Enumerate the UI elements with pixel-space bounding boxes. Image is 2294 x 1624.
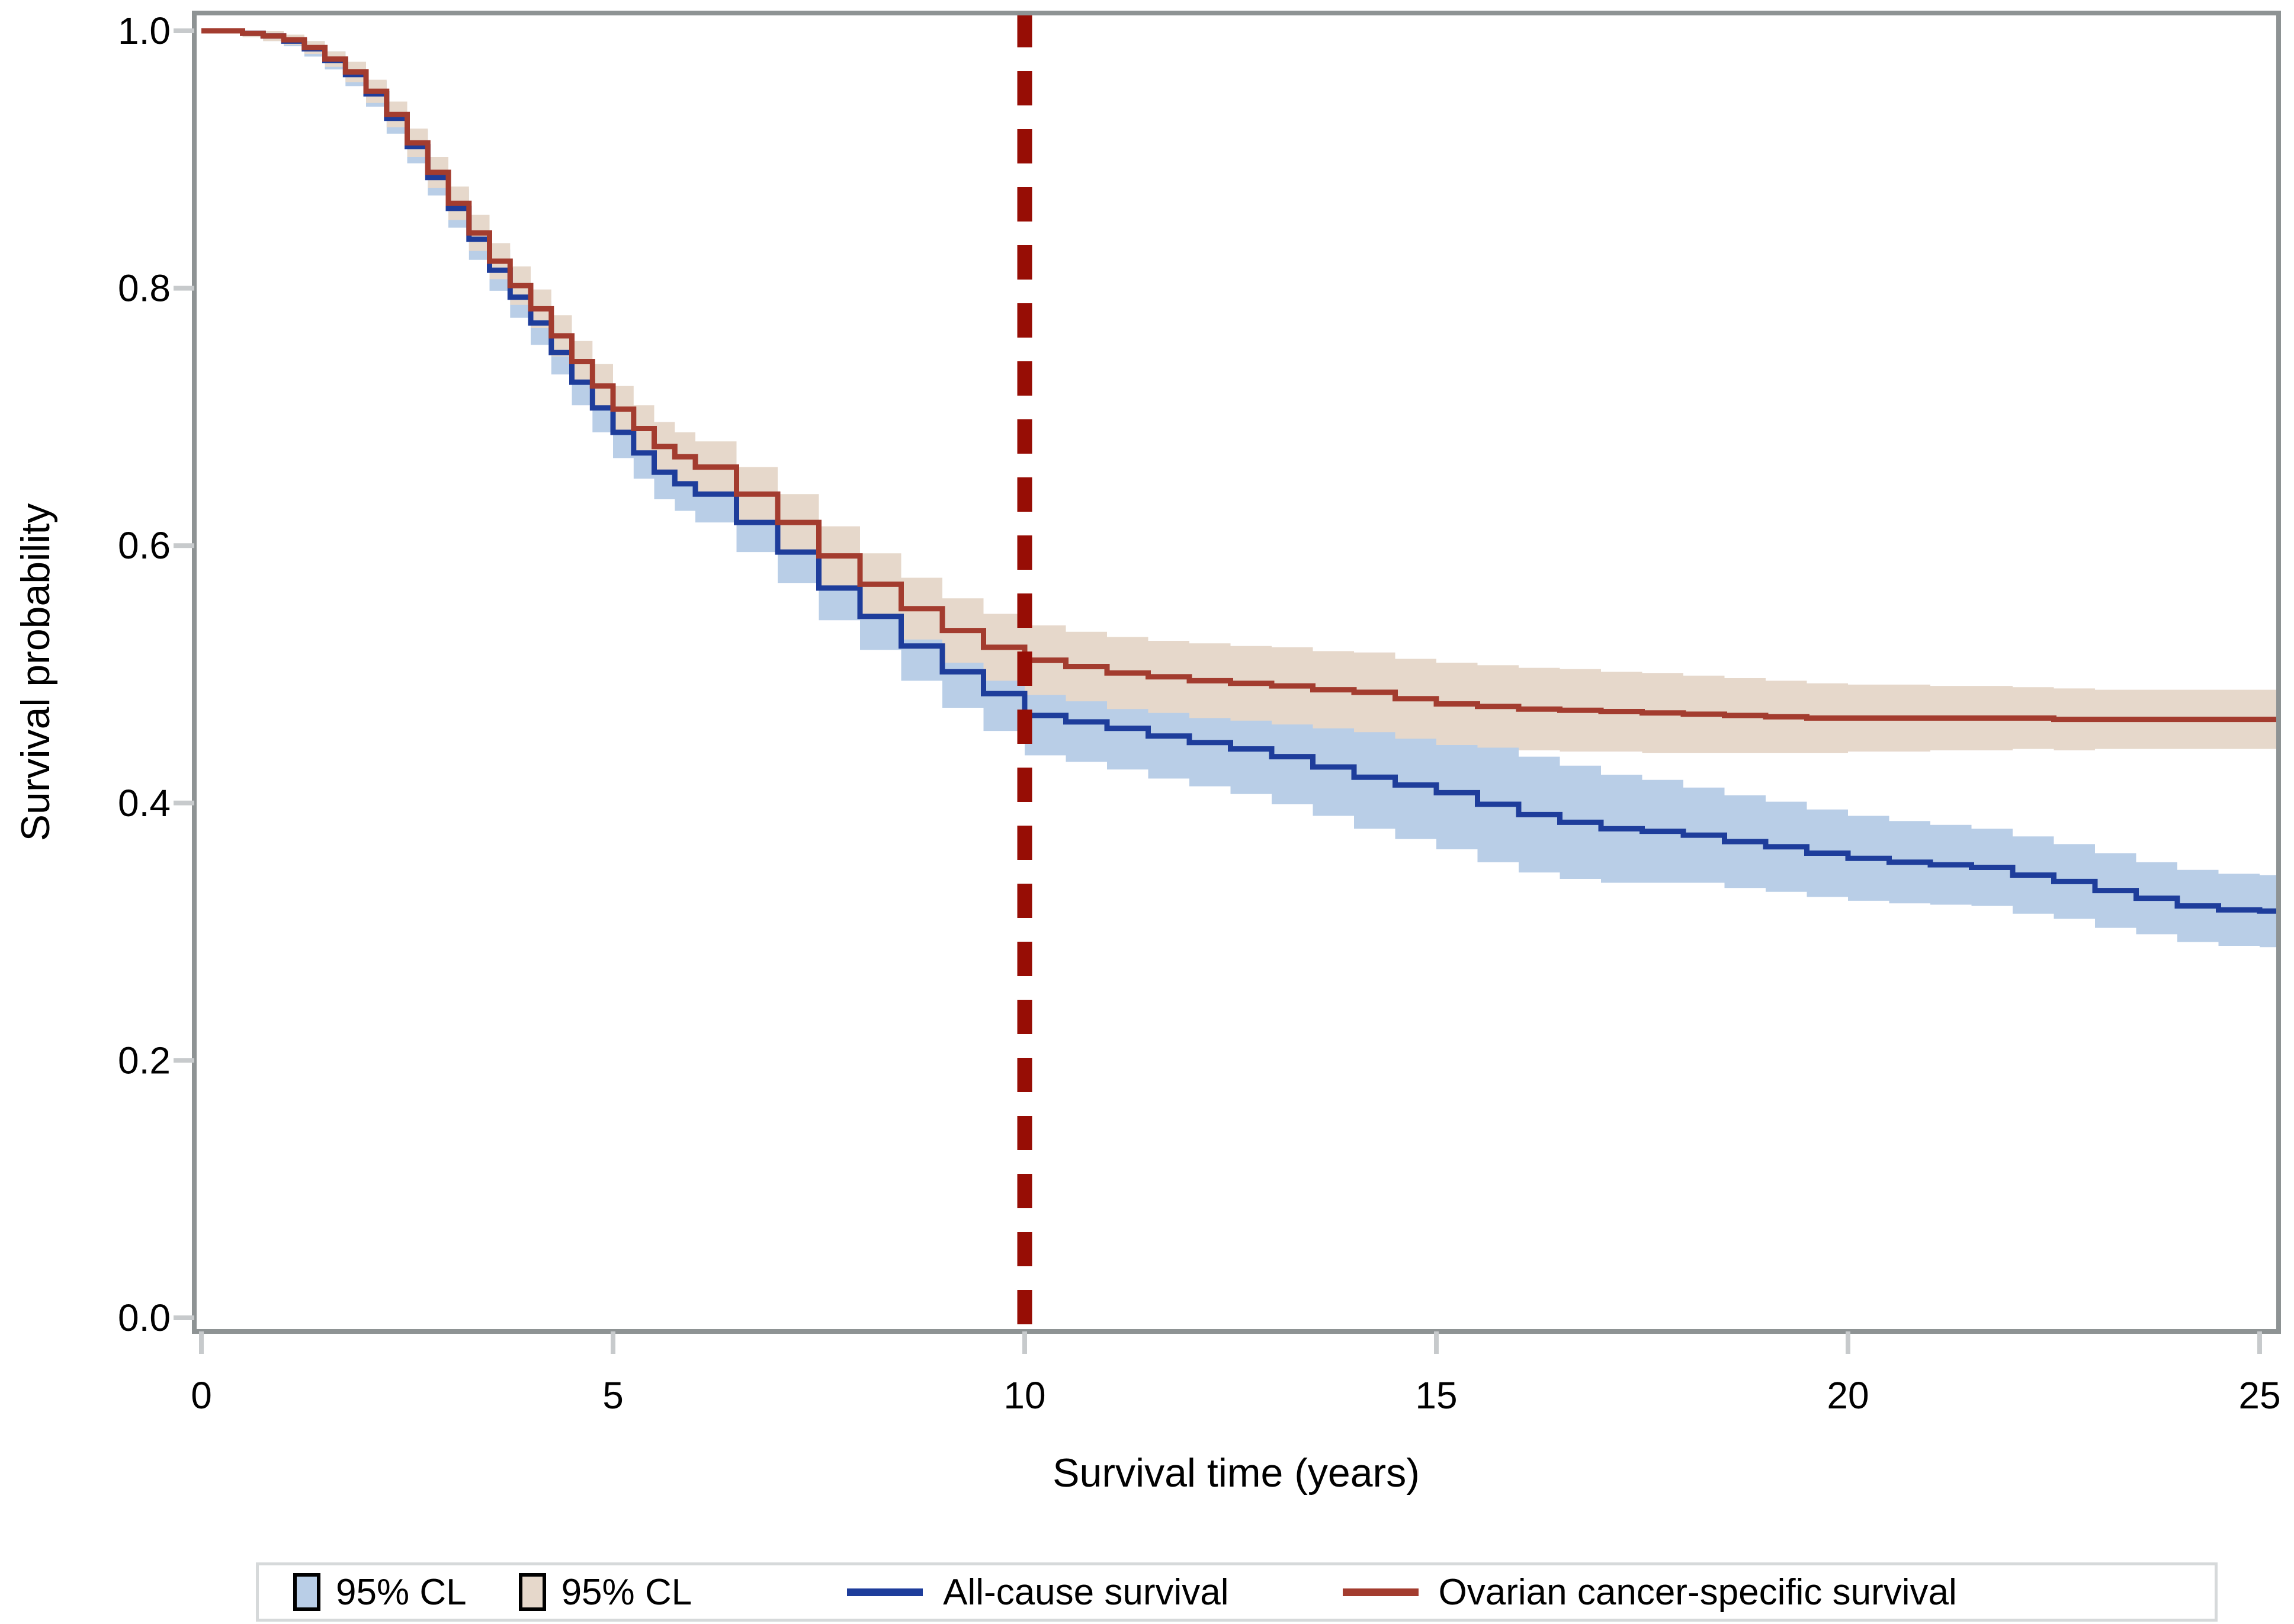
y-tick-label: 1.0 — [118, 9, 171, 52]
y-tick-label: 0.0 — [118, 1296, 171, 1339]
legend-label: Ovarian cancer-specific survival — [1438, 1571, 1957, 1613]
legend-item-cancer-specific: Ovarian cancer-specific survival — [1342, 1571, 1957, 1613]
x-tick-label: 25 — [2238, 1374, 2280, 1417]
legend: 95% CL 95% CL All-cause survival Ovarian… — [256, 1562, 2218, 1622]
x-tick-label: 10 — [1003, 1374, 1045, 1417]
legend-label: 95% CL — [336, 1571, 467, 1613]
legend-label: All-cause survival — [943, 1571, 1229, 1613]
line-sample-allcause-icon — [847, 1588, 923, 1596]
y-tick-label: 0.2 — [118, 1039, 171, 1081]
x-axis-title: Survival time (years) — [1053, 1450, 1420, 1495]
legend-item-ci-allcause: 95% CL — [293, 1571, 467, 1613]
legend-item-allcause: All-cause survival — [847, 1571, 1229, 1613]
ci-band-ovarian-cancer-specific-survival — [201, 31, 2279, 753]
y-tick-label: 0.8 — [118, 267, 171, 310]
x-tick-label: 0 — [191, 1374, 212, 1417]
plot-frame — [192, 11, 2281, 1334]
y-tick-label: 0.4 — [118, 782, 171, 824]
y-tick-label: 0.6 — [118, 524, 171, 567]
legend-item-ci-cancer: 95% CL — [518, 1571, 692, 1613]
ci-band-all-cause-survival — [201, 31, 2279, 948]
line-sample-cancer-icon — [1342, 1588, 1419, 1596]
survival-curve-ovarian-cancer-specific-survival — [201, 28, 2279, 723]
ci-band-swatch-allcause-icon — [293, 1573, 320, 1611]
x-tick-label: 5 — [602, 1374, 624, 1417]
x-tick-label: 15 — [1415, 1374, 1457, 1417]
survival-curve-all-cause-survival — [201, 28, 2279, 914]
y-axis-title: Survival probability — [13, 503, 58, 842]
x-tick-label: 20 — [1827, 1374, 1869, 1417]
ci-band-swatch-cancer-icon — [518, 1573, 546, 1611]
legend-label: 95% CL — [561, 1571, 692, 1613]
